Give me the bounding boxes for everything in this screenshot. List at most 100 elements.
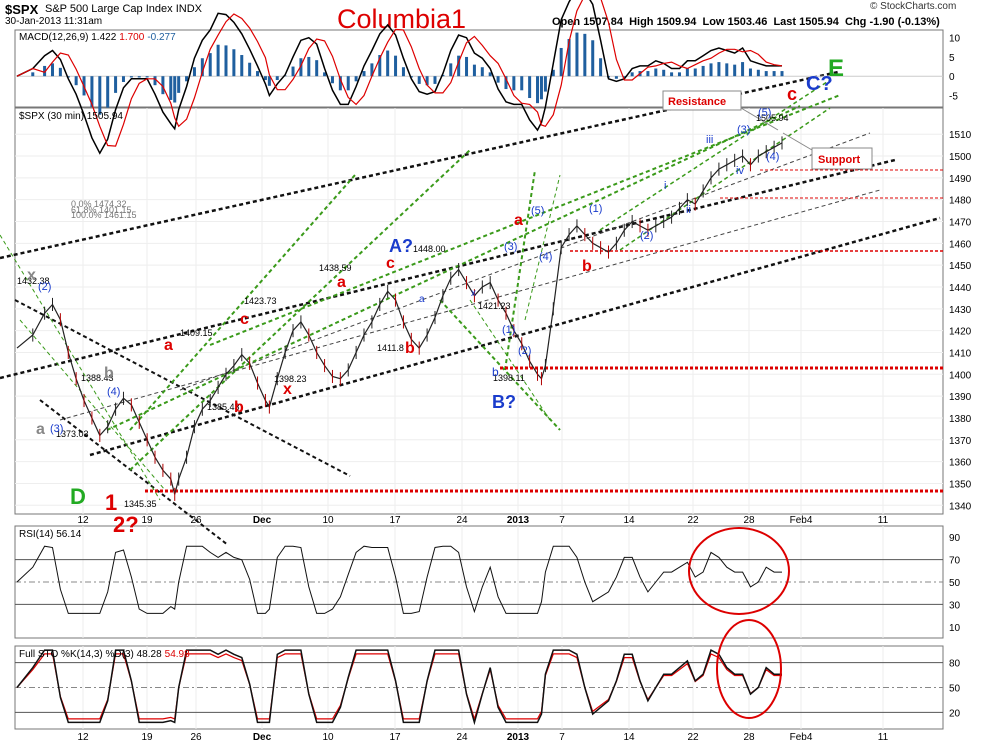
price-tick-label: 1360: [949, 458, 972, 469]
macd-histogram-bar: [496, 76, 500, 83]
macd-histogram-bar: [425, 76, 429, 86]
label-c-q: C?: [806, 73, 833, 95]
wave-label-blue: (4): [107, 386, 120, 398]
macd-histogram-bar: [169, 76, 173, 100]
macd-histogram-bar: [693, 68, 697, 77]
x-tick-label: 26: [190, 515, 202, 526]
macd-histogram-bar: [575, 32, 579, 77]
macd-histogram-bar: [263, 76, 267, 81]
macd-histogram-bar: [670, 72, 674, 77]
resistance-callout: Resistance: [662, 90, 779, 131]
macd-histogram-bar: [323, 72, 327, 77]
x-tick-label: 26: [190, 732, 202, 743]
macd-histogram-bar: [457, 55, 461, 77]
x-tick-label: 12: [77, 732, 89, 743]
price-tick-label: 1400: [949, 370, 972, 381]
x-tick-label: 11: [878, 515, 889, 526]
sto-legend: Full STO %K(14,3) %D(3) 48.28 54.98: [19, 649, 190, 660]
wave-label-gray: a: [36, 421, 45, 438]
trend-line: [106, 105, 801, 431]
trend-line: [19, 319, 166, 491]
label-e: E: [828, 55, 844, 82]
x-tick-label: 7: [559, 515, 565, 526]
macd-histogram-bar: [741, 62, 745, 77]
macd-histogram-bar: [224, 45, 228, 77]
price-tick-label: 1490: [949, 174, 972, 185]
sto-highlight-circle: [716, 619, 782, 719]
wave-label-red: a: [337, 274, 346, 291]
wave-label-roman: iii: [706, 134, 713, 146]
trend-line: [0, 234, 161, 501]
macd-histogram-bar: [465, 56, 469, 77]
macd-histogram-bar: [106, 76, 110, 108]
macd-histogram-bar: [354, 76, 358, 82]
wave-label-gray: b: [104, 365, 114, 382]
wave-label-blue: (5): [531, 205, 544, 217]
price-annotation: 1411.8: [377, 343, 404, 353]
wave-label-blue: (2): [38, 281, 51, 293]
macd-histogram-bar: [114, 76, 118, 93]
macd-histogram-bar: [441, 74, 445, 77]
price-tick-label: 1450: [949, 261, 972, 272]
wave-label-gray: x: [27, 267, 36, 284]
macd-histogram-bar: [662, 69, 666, 77]
price-tick-label: 1500: [949, 152, 972, 163]
rsi-tick-label: 50: [949, 578, 961, 589]
macd-tick-label: 5: [949, 53, 955, 64]
wave-label-blue: (3): [50, 423, 63, 435]
x-tick-label: 2013: [507, 732, 530, 743]
label-c-top: c: [787, 84, 797, 104]
x-tick-label: 28: [743, 515, 755, 526]
x-tick-label: 17: [389, 732, 401, 743]
macd-histogram-bar: [567, 38, 571, 77]
macd-histogram-bar: [50, 63, 54, 77]
macd-histogram-bar: [200, 58, 204, 77]
label-b-q: B?: [492, 392, 516, 412]
trend-line: [59, 189, 881, 421]
macd-histogram-bar: [267, 76, 271, 86]
x-tick-label: Feb4: [790, 732, 813, 743]
label-1: 1: [105, 490, 117, 515]
macd-histogram-bar: [248, 62, 252, 77]
macd-histogram-bar: [378, 55, 382, 77]
price-series: [16, 136, 783, 501]
macd-histogram-bar: [539, 76, 543, 100]
macd-histogram-bar: [717, 62, 721, 77]
macd-histogram-bar: [216, 44, 220, 77]
macd-histogram-bar: [551, 69, 555, 77]
x-tick-label: 2013: [507, 515, 530, 526]
macd-signal-line: [16, 0, 783, 147]
fib-618: 61.8% 1401.15: [71, 205, 132, 215]
macd-histogram-bar: [709, 63, 713, 77]
wave-label-red: c: [386, 255, 395, 272]
macd-histogram-bar: [173, 76, 177, 103]
price-tick-label: 1480: [949, 196, 972, 207]
x-tick-label: 19: [141, 515, 153, 526]
macd-histogram-bar: [330, 76, 334, 84]
index-name: S&P 500 Large Cap Index INDX: [45, 3, 202, 15]
x-tick-label: 22: [687, 732, 699, 743]
macd-histogram-bar: [536, 76, 540, 104]
macd-histogram-bar: [58, 67, 62, 77]
trend-line: [469, 299, 551, 421]
x-tick-label: 7: [559, 732, 565, 743]
macd-histogram-bar: [31, 72, 35, 77]
price-tick-label: 1510: [949, 130, 972, 141]
svg-text:Support: Support: [818, 154, 860, 166]
macd-histogram-bar: [480, 67, 484, 77]
macd-histogram-bar: [488, 72, 492, 77]
macd-histogram-bar: [177, 76, 181, 93]
label-2q: 2?: [113, 512, 139, 537]
wave-label-blue: (1): [589, 203, 602, 215]
rsi-tick-label: 70: [949, 556, 961, 567]
trend-line: [439, 299, 561, 431]
macd-tick-label: -5: [949, 91, 958, 102]
sto-tick-label: 50: [949, 684, 961, 695]
price-annotation: 1438.59: [319, 263, 352, 273]
label-a-q: A?: [389, 236, 413, 256]
macd-histogram-bar: [772, 71, 776, 77]
macd-histogram-bar: [232, 49, 236, 77]
price-tick-label: 1340: [949, 501, 972, 512]
macd-histogram-bar: [161, 76, 165, 95]
